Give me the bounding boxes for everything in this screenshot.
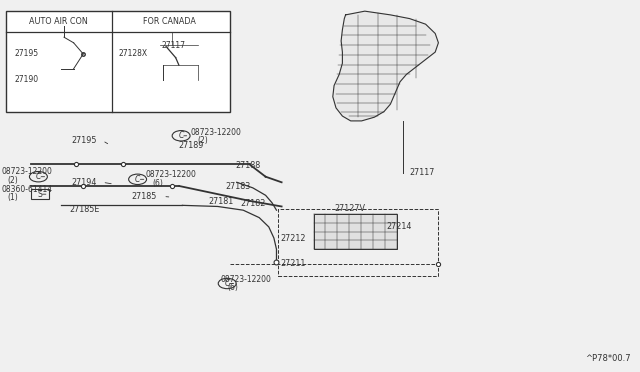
Text: 08360-61414: 08360-61414 [1, 185, 52, 194]
Text: AUTO AIR CON: AUTO AIR CON [29, 17, 87, 26]
Text: 27214: 27214 [386, 222, 412, 231]
Text: (6): (6) [152, 179, 163, 187]
Text: 27117: 27117 [410, 169, 435, 177]
Text: 08723-12200: 08723-12200 [146, 170, 196, 179]
Text: 08723-12200: 08723-12200 [221, 275, 271, 283]
Polygon shape [333, 11, 438, 121]
Text: (2): (2) [8, 176, 19, 185]
Text: 27189: 27189 [178, 141, 204, 150]
Text: 27185E: 27185E [69, 205, 99, 214]
Text: (6): (6) [227, 283, 238, 292]
Text: 27185: 27185 [131, 192, 157, 201]
Text: 27128X: 27128X [118, 49, 147, 58]
Text: FOR CANADA: FOR CANADA [143, 17, 196, 26]
Text: 27212: 27212 [280, 234, 306, 243]
Text: 08723-12200: 08723-12200 [1, 167, 52, 176]
Bar [31, 189, 49, 199]
Bar [6, 11, 230, 112]
Bar [278, 209, 438, 276]
Text: (1): (1) [8, 193, 19, 202]
Text: 27188: 27188 [236, 161, 260, 170]
Text: 27195: 27195 [14, 49, 38, 58]
Bar [314, 214, 397, 249]
Text: 27195: 27195 [72, 136, 97, 145]
Text: ^P78*00.7: ^P78*00.7 [585, 354, 630, 363]
Text: C: C [179, 131, 184, 140]
Text: S: S [37, 190, 42, 199]
Text: (2): (2) [197, 136, 208, 145]
Text: C: C [135, 175, 140, 184]
Text: 27127V: 27127V [334, 204, 365, 213]
Text: C: C [36, 172, 41, 181]
Text: 27181: 27181 [208, 197, 233, 206]
Text: 27183: 27183 [225, 182, 250, 190]
Text: 27190: 27190 [14, 76, 38, 84]
Text: 27117: 27117 [161, 41, 186, 50]
Text: 27194: 27194 [72, 178, 97, 187]
Text: C: C [225, 279, 230, 288]
Text: 27182: 27182 [240, 199, 266, 208]
Text: 27211: 27211 [280, 259, 306, 268]
Text: 08723-12200: 08723-12200 [191, 128, 241, 137]
